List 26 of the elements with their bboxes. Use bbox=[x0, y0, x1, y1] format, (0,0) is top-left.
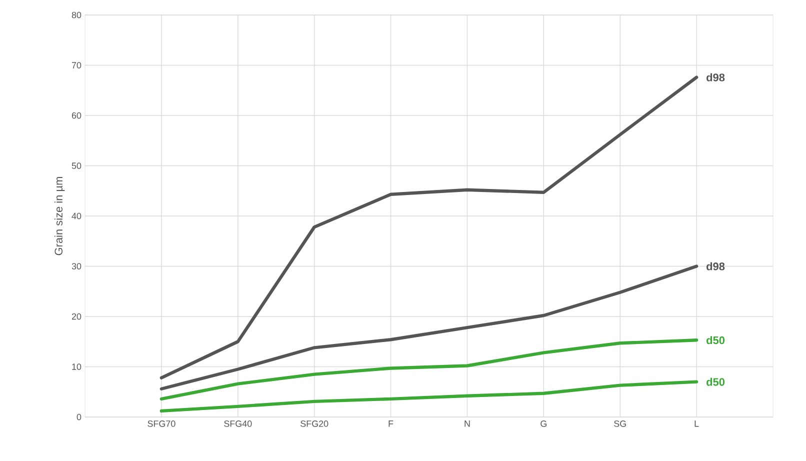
x-tick-label: N bbox=[464, 420, 470, 427]
x-tick-label: SFG70 bbox=[148, 420, 176, 427]
line-series bbox=[160, 338, 698, 401]
y-tick-label: 70 bbox=[72, 62, 82, 68]
series-label: d50 bbox=[706, 336, 725, 344]
y-tick-label: 0 bbox=[76, 414, 82, 420]
x-tick-label: SFG20 bbox=[300, 420, 328, 427]
y-tick-label: 30 bbox=[72, 263, 82, 270]
line-series bbox=[160, 76, 698, 380]
y-tick-label: 20 bbox=[72, 313, 82, 320]
x-tick-label: SG bbox=[614, 420, 626, 427]
x-tick-label: F bbox=[388, 420, 394, 427]
line-series bbox=[160, 264, 698, 390]
y-tick-label: 80 bbox=[72, 12, 82, 18]
x-tick-label: G bbox=[540, 420, 546, 427]
line-series bbox=[160, 380, 698, 413]
y-tick-label: 10 bbox=[72, 364, 82, 370]
y-axis-title: Grain size in µm bbox=[54, 177, 65, 256]
series-label: d98 bbox=[706, 262, 725, 270]
y-tick-label: 60 bbox=[72, 112, 82, 119]
y-tick-label: 50 bbox=[72, 162, 82, 169]
x-tick-label: SFG40 bbox=[224, 420, 252, 427]
series-label: d98 bbox=[706, 73, 725, 82]
y-tick-label: 40 bbox=[72, 212, 82, 220]
x-tick-label: L bbox=[694, 420, 699, 427]
series-label: d50 bbox=[706, 378, 725, 386]
